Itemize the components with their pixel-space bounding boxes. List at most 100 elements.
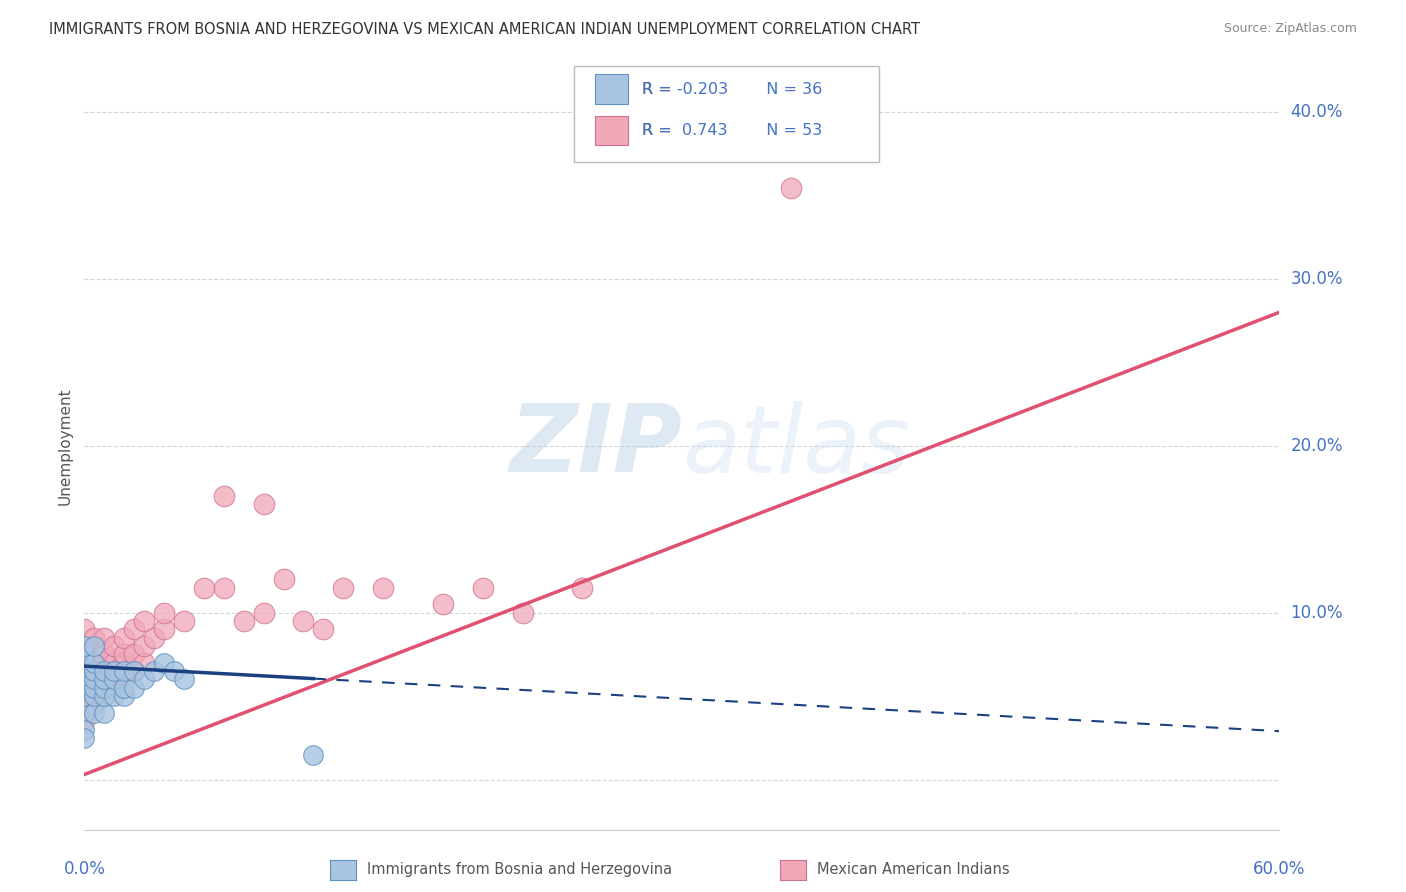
Point xyxy=(103,656,125,670)
Point xyxy=(153,623,176,637)
Point xyxy=(292,614,315,628)
Bar xyxy=(595,116,628,145)
Point xyxy=(103,689,125,703)
Text: N = 36: N = 36 xyxy=(756,81,823,96)
Point xyxy=(93,648,115,662)
Point xyxy=(73,706,96,720)
Point xyxy=(332,581,354,595)
Point xyxy=(122,681,145,695)
Point xyxy=(103,673,125,687)
Text: 60.0%: 60.0% xyxy=(1253,860,1306,878)
Point xyxy=(103,639,125,653)
Point xyxy=(93,689,115,703)
Point xyxy=(112,681,135,695)
Point xyxy=(73,681,96,695)
Point xyxy=(132,614,156,628)
Point xyxy=(232,614,254,628)
Point xyxy=(112,648,135,662)
Point xyxy=(83,698,105,712)
Point xyxy=(83,673,105,687)
Point xyxy=(103,664,125,678)
Point xyxy=(112,656,135,670)
Text: Mexican American Indians: Mexican American Indians xyxy=(817,863,1010,877)
Point xyxy=(83,631,105,645)
Point xyxy=(153,656,176,670)
Point xyxy=(253,606,276,620)
Point xyxy=(93,673,115,687)
Point xyxy=(73,673,96,687)
Point xyxy=(73,639,96,653)
Point xyxy=(173,673,195,687)
Point xyxy=(153,606,176,620)
Point xyxy=(73,673,96,687)
Point xyxy=(83,706,105,720)
Point xyxy=(83,664,105,678)
Point xyxy=(212,489,235,503)
Point xyxy=(132,639,156,653)
Text: R = -0.203: R = -0.203 xyxy=(643,81,728,96)
Text: ZIP: ZIP xyxy=(509,400,682,492)
Text: IMMIGRANTS FROM BOSNIA AND HERZEGOVINA VS MEXICAN AMERICAN INDIAN UNEMPLOYMENT C: IMMIGRANTS FROM BOSNIA AND HERZEGOVINA V… xyxy=(49,22,920,37)
Point xyxy=(83,681,105,695)
Point xyxy=(83,656,105,670)
Point xyxy=(302,747,325,762)
Point xyxy=(780,180,803,194)
Point xyxy=(132,656,156,670)
Point xyxy=(73,723,96,737)
Text: Source: ZipAtlas.com: Source: ZipAtlas.com xyxy=(1223,22,1357,36)
Point xyxy=(73,689,96,703)
Point xyxy=(93,664,115,678)
Text: 0.0%: 0.0% xyxy=(63,860,105,878)
Point xyxy=(173,614,195,628)
Point xyxy=(163,664,186,678)
Point xyxy=(83,639,105,653)
Point xyxy=(132,673,156,687)
Point xyxy=(83,681,105,695)
Y-axis label: Unemployment: Unemployment xyxy=(58,387,73,505)
Point xyxy=(103,681,125,695)
Text: N = 53: N = 53 xyxy=(756,123,823,138)
Text: R =  0.743: R = 0.743 xyxy=(643,123,728,138)
Point xyxy=(471,581,494,595)
Point xyxy=(143,631,166,645)
Point xyxy=(83,648,105,662)
Text: atlas: atlas xyxy=(682,401,910,491)
Point xyxy=(83,689,105,703)
Point xyxy=(93,664,115,678)
Point xyxy=(512,606,534,620)
Bar xyxy=(595,75,628,103)
Point xyxy=(571,581,593,595)
Point xyxy=(73,664,96,678)
Text: Immigrants from Bosnia and Herzegovina: Immigrants from Bosnia and Herzegovina xyxy=(367,863,672,877)
Point xyxy=(193,581,215,595)
Point xyxy=(122,664,145,678)
Point xyxy=(73,714,96,728)
Text: R =: R = xyxy=(643,123,678,138)
Point xyxy=(212,581,235,595)
Point xyxy=(112,664,135,678)
Point xyxy=(73,664,96,678)
Text: 20.0%: 20.0% xyxy=(1291,437,1343,455)
Point xyxy=(73,648,96,662)
Point xyxy=(93,689,115,703)
Point xyxy=(112,673,135,687)
Point xyxy=(112,689,135,703)
Point xyxy=(83,656,105,670)
Point xyxy=(93,631,115,645)
Text: 40.0%: 40.0% xyxy=(1291,103,1343,121)
Point xyxy=(103,664,125,678)
Point xyxy=(73,648,96,662)
Point xyxy=(122,664,145,678)
Point xyxy=(312,623,335,637)
Point xyxy=(93,681,115,695)
Point xyxy=(93,706,115,720)
Point xyxy=(122,623,145,637)
Point xyxy=(432,598,454,612)
Point xyxy=(93,673,115,687)
Point xyxy=(143,664,166,678)
Point xyxy=(73,639,96,653)
Point xyxy=(73,656,96,670)
Point xyxy=(73,623,96,637)
Text: R =: R = xyxy=(643,81,678,96)
Text: 30.0%: 30.0% xyxy=(1291,270,1343,288)
